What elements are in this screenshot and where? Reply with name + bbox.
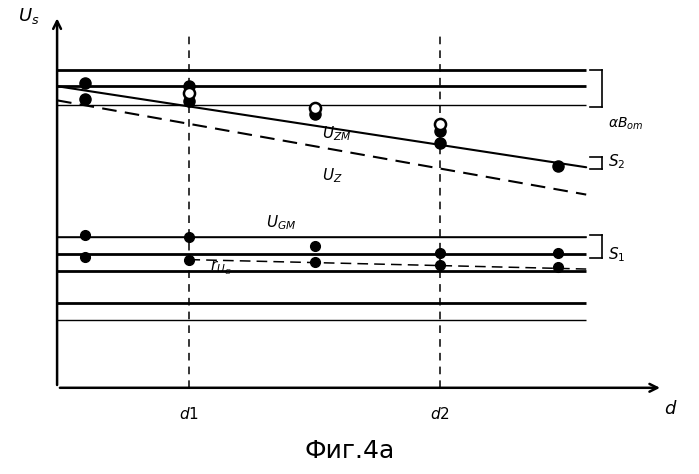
Text: $S_2$: $S_2$ [608, 152, 625, 171]
Text: $U_{ZM}$: $U_{ZM}$ [322, 124, 351, 143]
Text: $d2$: $d2$ [430, 406, 450, 422]
Text: $\alpha B_{om}$: $\alpha B_{om}$ [608, 116, 643, 132]
Text: $U_{GM}$: $U_{GM}$ [266, 213, 296, 232]
Text: $r_{U_G}$: $r_{U_G}$ [210, 258, 232, 277]
Text: $S_1$: $S_1$ [608, 245, 625, 264]
Text: $U_s$: $U_s$ [18, 6, 40, 26]
Text: $U_Z$: $U_Z$ [322, 166, 343, 185]
Text: $d1$: $d1$ [180, 406, 199, 422]
Text: Фиг.4a: Фиг.4a [304, 439, 395, 463]
Text: d: d [664, 400, 675, 418]
